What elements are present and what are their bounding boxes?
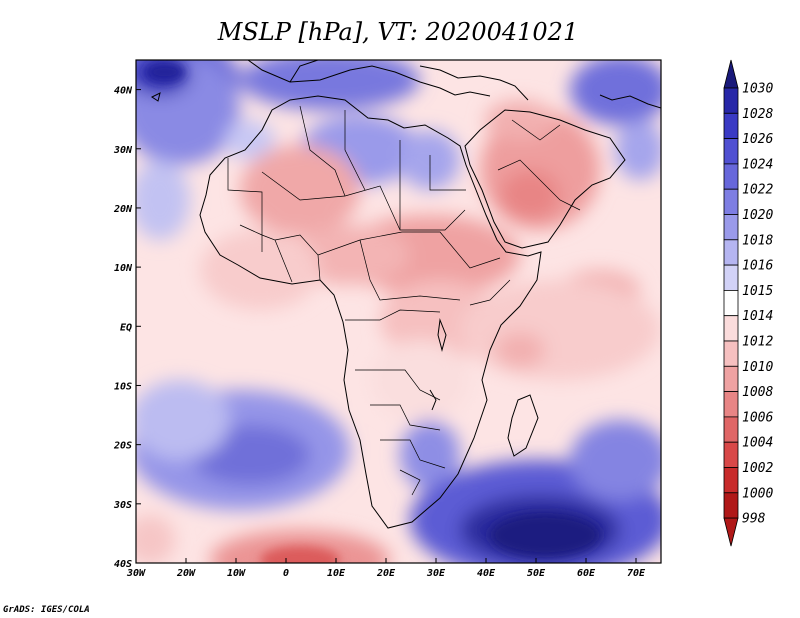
colorbar-label: 1006 (742, 410, 773, 425)
colorbar-segment (723, 138, 739, 165)
lat-tick-label: EQ (120, 322, 132, 333)
chart-title: MSLP [hPa], VT: 2020041021 (217, 18, 578, 46)
colorbar-label: 1008 (742, 385, 773, 400)
colorbar-segment (723, 340, 739, 367)
colorbar-segment (723, 467, 739, 494)
lon-tick-label: 60E (577, 568, 596, 579)
colorbar-segment (723, 315, 739, 342)
colorbar-max-arrow (723, 59, 739, 89)
lon-tick-label: 40E (477, 568, 496, 579)
colorbar-label: 1002 (742, 461, 773, 476)
colorbar-segment (723, 188, 739, 215)
lat-tick-label: 30N (113, 145, 133, 156)
colorbar-label: 1012 (742, 335, 773, 350)
lon-tick-label: 30W (126, 568, 146, 579)
colorbar-segment (723, 264, 739, 291)
lon-tick-label: 70E (627, 568, 646, 579)
plot-frame (135, 59, 662, 564)
lat-tick-label: 30S (113, 500, 132, 511)
colorbar-label: 1015 (742, 284, 773, 299)
colorbar-segment (723, 289, 739, 317)
colorbar-label: 1022 (742, 183, 773, 198)
colorbar-segment (723, 214, 739, 241)
lat-tick-label: 20S (113, 441, 132, 452)
lon-tick-label: 20E (376, 568, 396, 579)
lat-tick-label: 10S (114, 381, 132, 392)
colorbar-label: 1024 (742, 157, 773, 172)
lon-tick-label: 30E (426, 568, 446, 579)
colorbar-label: 1004 (742, 436, 773, 451)
lat-tick-label: 40N (114, 86, 133, 97)
colorbar-segment (723, 391, 739, 418)
colorbar-label: 1026 (742, 132, 773, 147)
lon-tick-label: 10W (227, 568, 246, 579)
colorbar-label: 1030 (742, 82, 773, 97)
axis-ticks: 30W 20W 10W 0 10E 20E 30E 40E 50E 60E 70E 40N 30N 20N… (113, 86, 646, 579)
lon-tick-label: 50E (527, 568, 546, 579)
pressure-field (136, 60, 661, 563)
colorbar-min-arrow (723, 517, 739, 547)
colorbar-label: 998 (742, 512, 766, 527)
lon-tick-label: 0 (283, 568, 289, 579)
colorbar-label: 1000 (742, 486, 773, 501)
colorbar-segment (723, 416, 739, 443)
lon-tick-label: 10E (327, 568, 346, 579)
grads-credit: GrADS: IGES/COLA (3, 605, 90, 615)
lon-tick-label: 20W (176, 568, 196, 579)
coastlines (151, 60, 661, 529)
colorbar-segment (723, 492, 739, 519)
colorbar-label: 1014 (742, 309, 773, 324)
colorbar-segment (723, 239, 739, 266)
colorbar-segment (723, 365, 739, 392)
colorbar-label: 1028 (742, 107, 773, 122)
colorbar-label: 1020 (742, 208, 773, 223)
country-borders (227, 105, 581, 496)
colorbar: 1030 1028 1026 1024 1022 1020 1018 1016 1015 1014… (723, 59, 773, 547)
colorbar-label: 1010 (742, 360, 773, 375)
colorbar-label: 1016 (742, 259, 773, 274)
colorbar-segment (723, 87, 739, 114)
lat-tick-label: 40S (114, 559, 132, 570)
colorbar-segment (723, 441, 739, 468)
lat-tick-label: 10N (114, 263, 133, 274)
lat-tick-label: 20N (113, 204, 133, 215)
colorbar-label: 1018 (742, 233, 773, 248)
colorbar-segment (723, 112, 739, 140)
colorbar-segment (723, 163, 739, 190)
